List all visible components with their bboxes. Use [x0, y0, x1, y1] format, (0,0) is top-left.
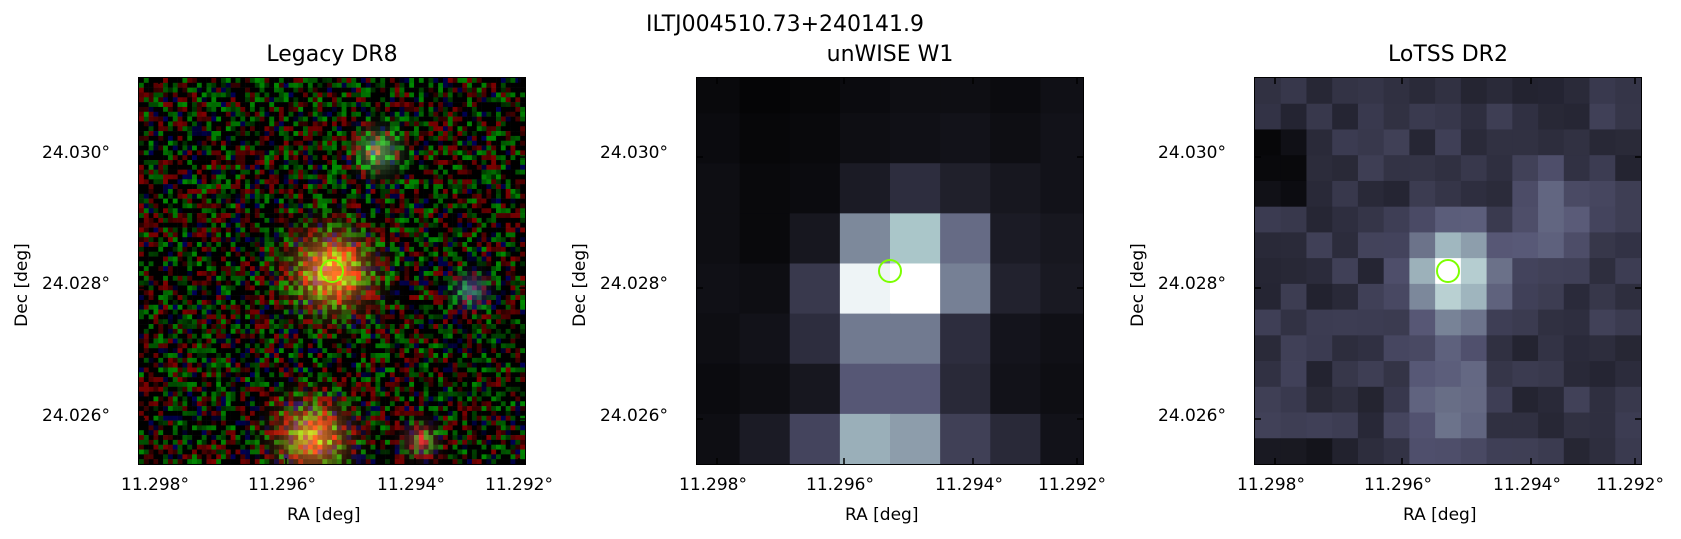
xtick: 11.292° — [1596, 475, 1664, 495]
ylabel: Dec [deg] — [1128, 243, 1148, 327]
legacy-image — [138, 77, 526, 465]
xtick: 11.296° — [806, 475, 874, 495]
unwise-pixel-image — [697, 78, 1083, 464]
xtick: 11.294° — [1493, 475, 1561, 495]
xtick: 11.298° — [679, 475, 747, 495]
ytick: 24.030° — [42, 143, 110, 163]
source-marker-circle — [878, 259, 902, 283]
ytick: 24.026° — [1158, 406, 1226, 426]
xtick: 11.294° — [377, 475, 445, 495]
ytick: 24.026° — [600, 406, 668, 426]
ylabel: Dec [deg] — [570, 243, 590, 327]
legacy-rgb-image — [139, 78, 525, 464]
xlabel: RA [deg] — [1403, 505, 1477, 525]
xlabel: RA [deg] — [287, 505, 361, 525]
lotss-pixel-image — [1255, 78, 1641, 464]
unwise-image — [696, 77, 1084, 465]
source-marker-circle — [320, 259, 344, 283]
panel-title: LoTSS DR2 — [1388, 42, 1508, 67]
ytick: 24.028° — [1158, 274, 1226, 294]
xtick: 11.298° — [1237, 475, 1305, 495]
ytick: 24.028° — [600, 274, 668, 294]
xlabel: RA [deg] — [845, 505, 919, 525]
xtick: 11.294° — [935, 475, 1003, 495]
xtick: 11.298° — [121, 475, 189, 495]
xtick: 11.292° — [485, 475, 553, 495]
xtick: 11.296° — [1364, 475, 1432, 495]
ylabel: Dec [deg] — [12, 243, 32, 327]
xtick: 11.292° — [1038, 475, 1106, 495]
lotss-image — [1254, 77, 1642, 465]
source-marker-circle — [1436, 259, 1460, 283]
figure-title: ILTJ004510.73+240141.9 — [645, 12, 925, 37]
ytick: 24.030° — [600, 143, 668, 163]
panel-title: unWISE W1 — [826, 42, 954, 67]
ytick: 24.030° — [1158, 143, 1226, 163]
xtick: 11.296° — [248, 475, 316, 495]
ytick: 24.026° — [42, 406, 110, 426]
panel-title: Legacy DR8 — [266, 42, 398, 67]
ytick: 24.028° — [42, 274, 110, 294]
